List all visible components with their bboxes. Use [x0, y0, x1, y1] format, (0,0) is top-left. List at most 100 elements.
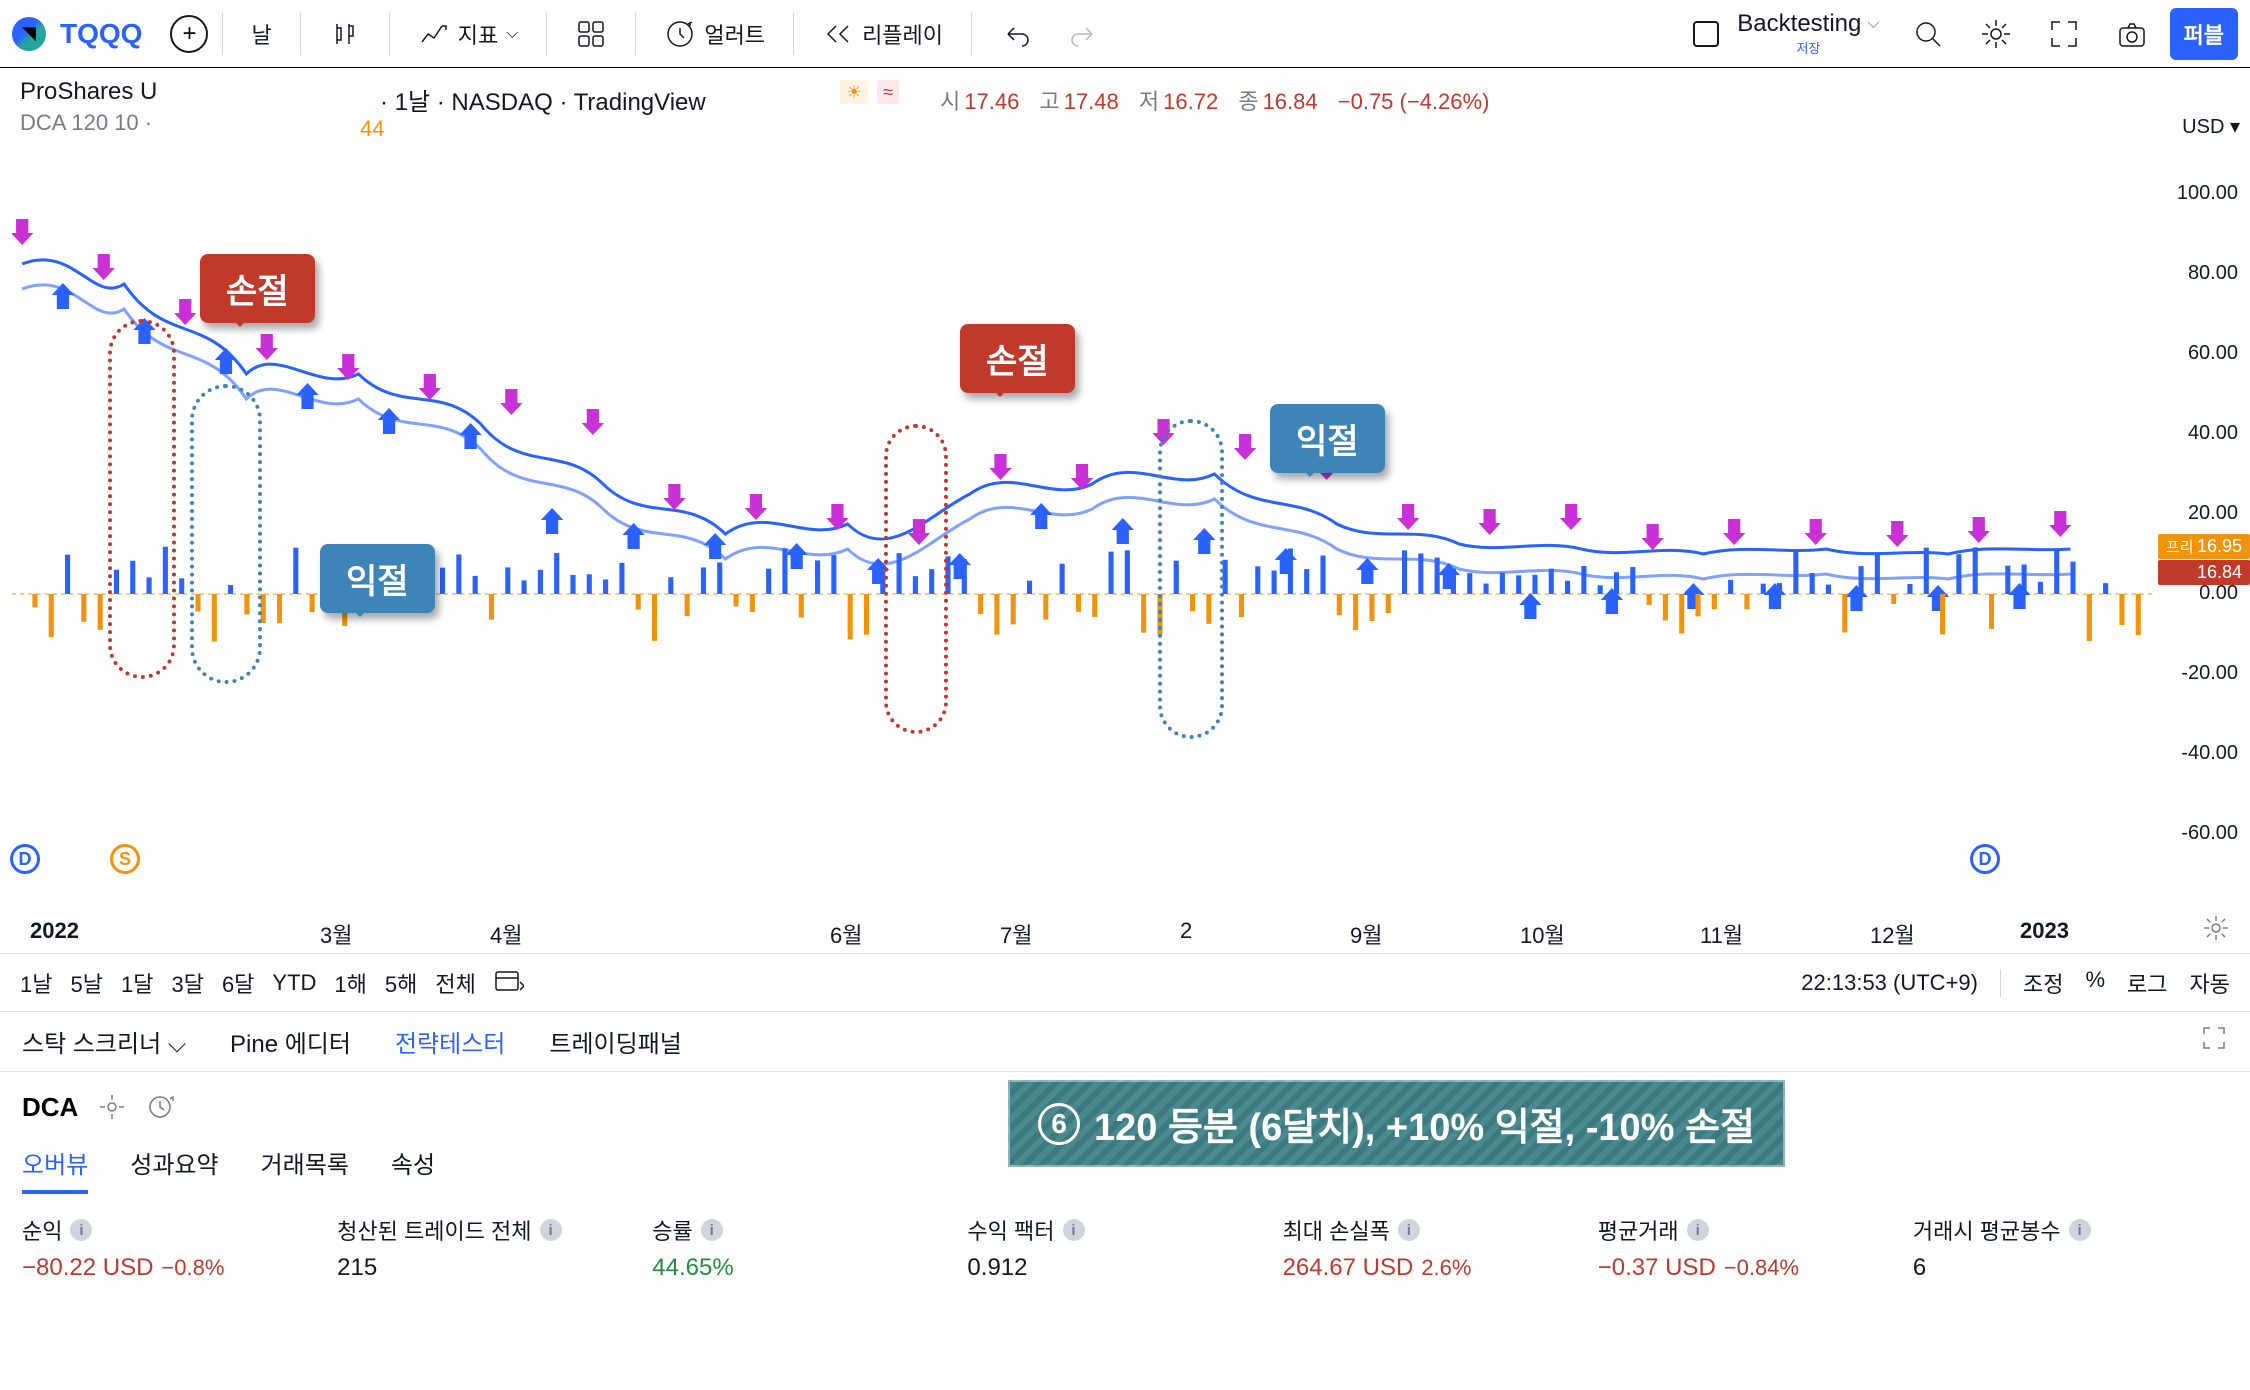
axis-option[interactable]: 로그 — [2127, 967, 2167, 999]
event-badge[interactable]: S — [110, 844, 140, 874]
favorite-checkbox[interactable] — [1693, 21, 1719, 47]
currency-selector[interactable]: USD ▾ — [2182, 114, 2240, 139]
chart-area[interactable]: USD ▾ 100.0080.0060.0040.0020.000.00-20.… — [0, 144, 2250, 904]
strategy-alert-icon[interactable] — [146, 1093, 178, 1121]
metric: 최대 손실폭i264.67 USD2.6% — [1283, 1214, 1598, 1282]
info-icon[interactable]: i — [1687, 1219, 1709, 1241]
replay-button[interactable]: 리플레이 — [808, 12, 957, 56]
y-tick: -20.00 — [2158, 662, 2238, 685]
session-indicator: ☀ ≈ — [840, 82, 899, 103]
x-tick: 11월 — [1700, 918, 1743, 950]
alert-label: 얼러트 — [704, 18, 765, 50]
range-button[interactable]: 1해 — [334, 967, 366, 999]
chart-title: ProShares U — [20, 78, 157, 106]
redo-button[interactable] — [1054, 12, 1114, 56]
info-icon[interactable]: i — [70, 1219, 92, 1241]
axis-option[interactable]: % — [2085, 967, 2105, 999]
range-button[interactable]: 1달 — [121, 967, 153, 999]
info-icon[interactable]: i — [1398, 1219, 1420, 1241]
x-tick: 2022 — [30, 918, 79, 944]
add-symbol-button[interactable]: + — [170, 15, 208, 53]
camera-icon — [2116, 18, 2148, 50]
snapshot-button[interactable] — [2102, 12, 2162, 56]
alert-button[interactable]: 얼러트 — [650, 12, 779, 56]
last-price-flag: 16.84 — [2158, 560, 2250, 585]
indicators-button[interactable]: 지표 ⌵ — [404, 12, 533, 56]
candlestick-icon — [329, 18, 361, 50]
top-toolbar: ◥ TQQQ + 날 지표 ⌵ 얼러트 리플레이 Backtesting ⌵ 저… — [0, 0, 2250, 68]
search-button[interactable] — [1898, 12, 1958, 56]
range-button[interactable]: YTD — [272, 967, 316, 999]
panel-tab[interactable]: 스탁 스크리너 ⌵ — [22, 1024, 186, 1059]
range-button[interactable]: 전체 — [435, 967, 475, 999]
strategy-settings-icon[interactable] — [98, 1093, 126, 1121]
info-icon[interactable]: i — [1063, 1219, 1085, 1241]
indicator-name[interactable]: DCA — [20, 110, 65, 135]
axis-option[interactable]: 자동 — [2190, 967, 2230, 999]
panel-tab[interactable]: Pine 에디터 — [230, 1024, 351, 1059]
event-badge[interactable]: D — [10, 844, 40, 874]
indicators-icon — [418, 18, 450, 50]
range-button[interactable]: 1날 — [20, 967, 52, 999]
x-tick: 7월 — [1000, 918, 1032, 950]
time-axis[interactable]: 20223월4월6월7월29월10월11월12월2023 — [0, 904, 2250, 954]
expand-panel-button[interactable] — [2200, 1024, 2228, 1059]
overlay-banner: 6120 등분 (6달치), +10% 익절, -10% 손절 — [1008, 1080, 1785, 1167]
x-tick: 3월 — [320, 918, 352, 950]
axis-settings-button[interactable] — [2202, 914, 2230, 947]
metric: 평균거래i−0.37 USD−0.84% — [1598, 1214, 1913, 1282]
event-badge[interactable]: D — [1970, 844, 2000, 874]
symbol-text[interactable]: TQQQ — [60, 18, 142, 50]
expand-icon — [2200, 1024, 2228, 1052]
x-tick: 2023 — [2020, 918, 2069, 944]
calendar-icon — [494, 968, 524, 992]
strategy-subtab[interactable]: 거래목록 — [261, 1145, 349, 1194]
replay-icon — [822, 18, 854, 50]
interval-button[interactable]: 날 — [237, 12, 285, 56]
indicators-label: 지표 — [458, 18, 498, 50]
y-tick: 20.00 — [2158, 502, 2238, 525]
undo-button[interactable] — [986, 12, 1046, 56]
annotation-callout: 익절 — [1270, 404, 1385, 473]
grid-icon — [575, 18, 607, 50]
settings-button[interactable] — [1966, 12, 2026, 56]
panel-tab[interactable]: 트레이딩패널 — [549, 1024, 681, 1059]
templates-button[interactable] — [561, 12, 621, 56]
chart-title-suffix: · 1날 · NASDAQ · TradingView — [380, 82, 706, 117]
goto-date-button[interactable] — [494, 968, 524, 998]
publish-button[interactable]: 퍼블 — [2170, 8, 2238, 60]
annotation-callout: 손절 — [200, 254, 315, 323]
range-button[interactable]: 5날 — [70, 967, 102, 999]
price-axis[interactable]: USD ▾ 100.0080.0060.0040.0020.000.00-20.… — [2150, 144, 2250, 904]
range-button[interactable]: 6달 — [222, 967, 254, 999]
panel-tab[interactable]: 전략테스터 — [395, 1024, 505, 1059]
strategy-subtab[interactable]: 성과요약 — [130, 1145, 218, 1194]
replay-label: 리플레이 — [862, 18, 943, 50]
info-icon[interactable]: i — [701, 1219, 723, 1241]
metric: 거래시 평균봉수i6 — [1913, 1214, 2228, 1282]
axis-option[interactable]: 조정 — [2023, 967, 2063, 999]
save-label[interactable]: 저장 — [1796, 38, 1820, 57]
info-icon[interactable]: i — [2069, 1219, 2091, 1241]
strategy-subtab[interactable]: 속성 — [391, 1145, 435, 1194]
annotation-oval — [108, 319, 176, 679]
strategy-subtab[interactable]: 오버뷰 — [22, 1145, 88, 1194]
undo-icon — [1000, 18, 1032, 50]
chart-type-button[interactable] — [315, 12, 375, 56]
y-tick: 80.00 — [2158, 262, 2238, 285]
x-tick: 2 — [1180, 918, 1192, 944]
y-tick: 40.00 — [2158, 422, 2238, 445]
y-tick: 0.00 — [2158, 582, 2238, 605]
range-button[interactable]: 5해 — [385, 967, 417, 999]
logo-icon[interactable]: ◥ — [12, 17, 46, 51]
range-button[interactable]: 3달 — [171, 967, 203, 999]
x-tick: 9월 — [1350, 918, 1382, 950]
y-tick: -60.00 — [2158, 822, 2238, 845]
x-tick: 6월 — [830, 918, 862, 950]
indicator-extra: 44 — [360, 116, 384, 142]
fullscreen-button[interactable] — [2034, 12, 2094, 56]
indicator-params: 120 10 · — [71, 110, 152, 135]
info-icon[interactable]: i — [540, 1219, 562, 1241]
annotation-oval — [1158, 419, 1224, 739]
layout-name[interactable]: Backtesting — [1737, 10, 1861, 38]
